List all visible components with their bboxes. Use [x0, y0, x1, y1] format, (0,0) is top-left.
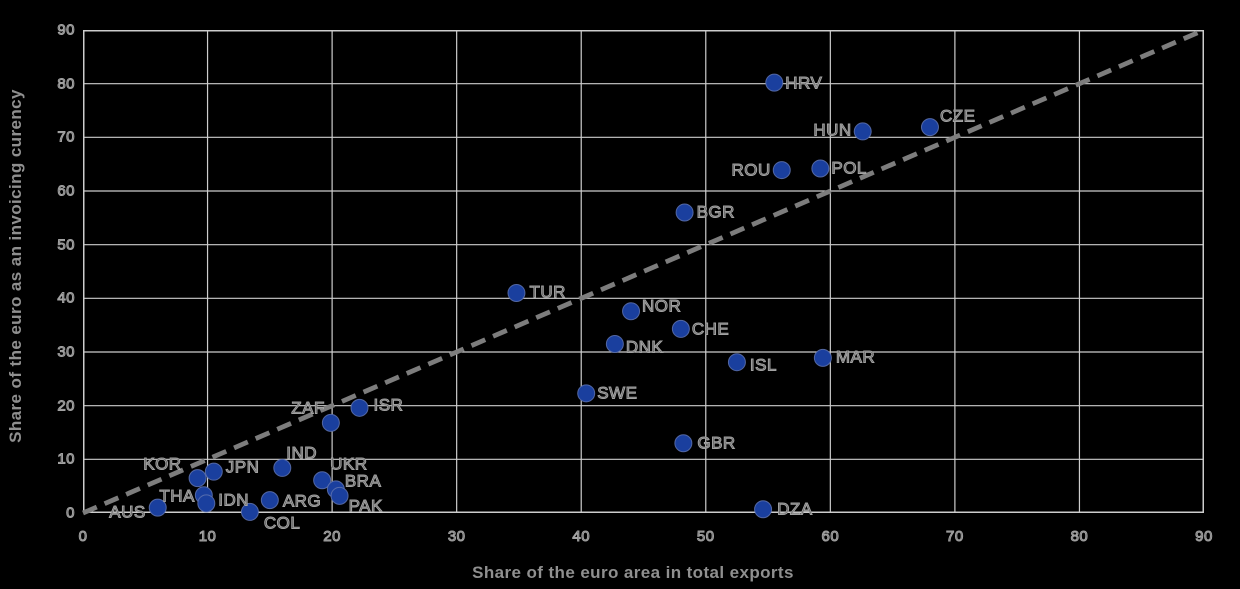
data-point — [920, 118, 939, 137]
point-label-kor: KOR — [143, 454, 182, 474]
point-label-zaf: ZAF — [291, 398, 325, 418]
point-label-che: CHE — [691, 319, 730, 339]
data-point — [813, 348, 832, 367]
data-point — [754, 500, 773, 519]
y-axis-title: Share of the euro as an invoicing curenc… — [6, 89, 25, 443]
data-point — [727, 353, 746, 372]
y-tick-label: 40 — [57, 289, 75, 307]
y-tick-label: 20 — [57, 397, 75, 415]
x-axis-title: Share of the euro area in total exports — [472, 563, 794, 582]
point-label-arg: ARG — [282, 491, 322, 511]
point-label-hun: HUN — [813, 120, 852, 140]
point-label-ind: IND — [286, 443, 318, 463]
data-point — [204, 462, 223, 481]
data-point — [674, 434, 693, 453]
data-point — [321, 413, 340, 432]
data-point — [148, 498, 167, 517]
data-point — [853, 122, 872, 141]
point-label-dza: DZA — [777, 499, 813, 519]
point-label-idn: IDN — [218, 490, 250, 510]
y-tick-label: 70 — [57, 128, 75, 146]
x-tick-label: 10 — [198, 528, 217, 545]
x-tick-label: 30 — [447, 528, 466, 545]
x-tick-label: 80 — [1070, 528, 1089, 545]
data-point — [671, 319, 690, 338]
data-point — [330, 486, 349, 505]
point-label-isl: ISL — [749, 355, 777, 375]
plot-area: AUS THA IDN KOR JPN COL ARG IND UKR BRA PAK ZAF ISR T… — [82, 27, 1205, 532]
data-point — [350, 398, 369, 417]
y-tick-label: 30 — [57, 343, 75, 361]
point-label-cze: CZE — [939, 106, 976, 126]
data-point — [240, 502, 259, 521]
data-point — [622, 302, 641, 321]
x-tick-label: 20 — [323, 528, 341, 545]
x-tick-label: 60 — [821, 528, 840, 545]
point-label-pak: PAK — [348, 496, 383, 516]
point-label-pol: POL — [831, 158, 867, 178]
point-label-rou: ROU — [731, 160, 771, 180]
data-point — [772, 161, 791, 180]
point-label-bra: BRA — [344, 471, 382, 491]
x-tick-label: 90 — [1195, 528, 1213, 545]
data-point — [675, 203, 694, 222]
data-point — [273, 458, 292, 477]
point-label-jpn: JPN — [225, 457, 260, 477]
data-point — [507, 283, 526, 302]
y-tick-label: 90 — [57, 21, 75, 39]
data-point — [577, 384, 596, 403]
x-tick-label: 50 — [696, 528, 715, 545]
point-label-isr: ISR — [373, 395, 404, 415]
point-label-tha: THA — [159, 486, 195, 506]
x-tick-label: 0 — [78, 528, 88, 545]
y-tick-label: 80 — [57, 75, 75, 93]
point-label-tur: TUR — [529, 282, 566, 302]
data-point — [313, 471, 332, 490]
point-label-hrv: HRV — [785, 73, 823, 93]
data-point — [197, 494, 216, 513]
point-label-col: COL — [263, 513, 301, 533]
y-tick-label: 10 — [57, 450, 75, 468]
point-label-ukr: UKR — [330, 454, 368, 474]
y-tick-label: 60 — [57, 182, 75, 200]
plot-border — [83, 30, 1204, 513]
data-point — [188, 469, 207, 488]
x-tick-label: 40 — [572, 528, 591, 545]
point-label-bgr: BGR — [696, 202, 735, 222]
data-point — [765, 73, 784, 92]
identity-line — [82, 27, 1205, 516]
point-label-nor: NOR — [642, 296, 682, 316]
point-label-dnk: DNK — [625, 337, 664, 357]
x-tick-label: 70 — [946, 528, 964, 545]
data-point — [811, 159, 830, 178]
data-point — [605, 334, 624, 353]
plot-canvas — [82, 27, 1205, 521]
y-tick-label: 50 — [57, 236, 75, 254]
y-tick-label: 0 — [66, 504, 75, 522]
point-label-aus: AUS — [109, 502, 146, 522]
point-label-mar: MAR — [835, 347, 876, 367]
data-point — [260, 491, 279, 510]
point-label-gbr: GBR — [697, 433, 736, 453]
point-label-swe: SWE — [597, 383, 638, 403]
